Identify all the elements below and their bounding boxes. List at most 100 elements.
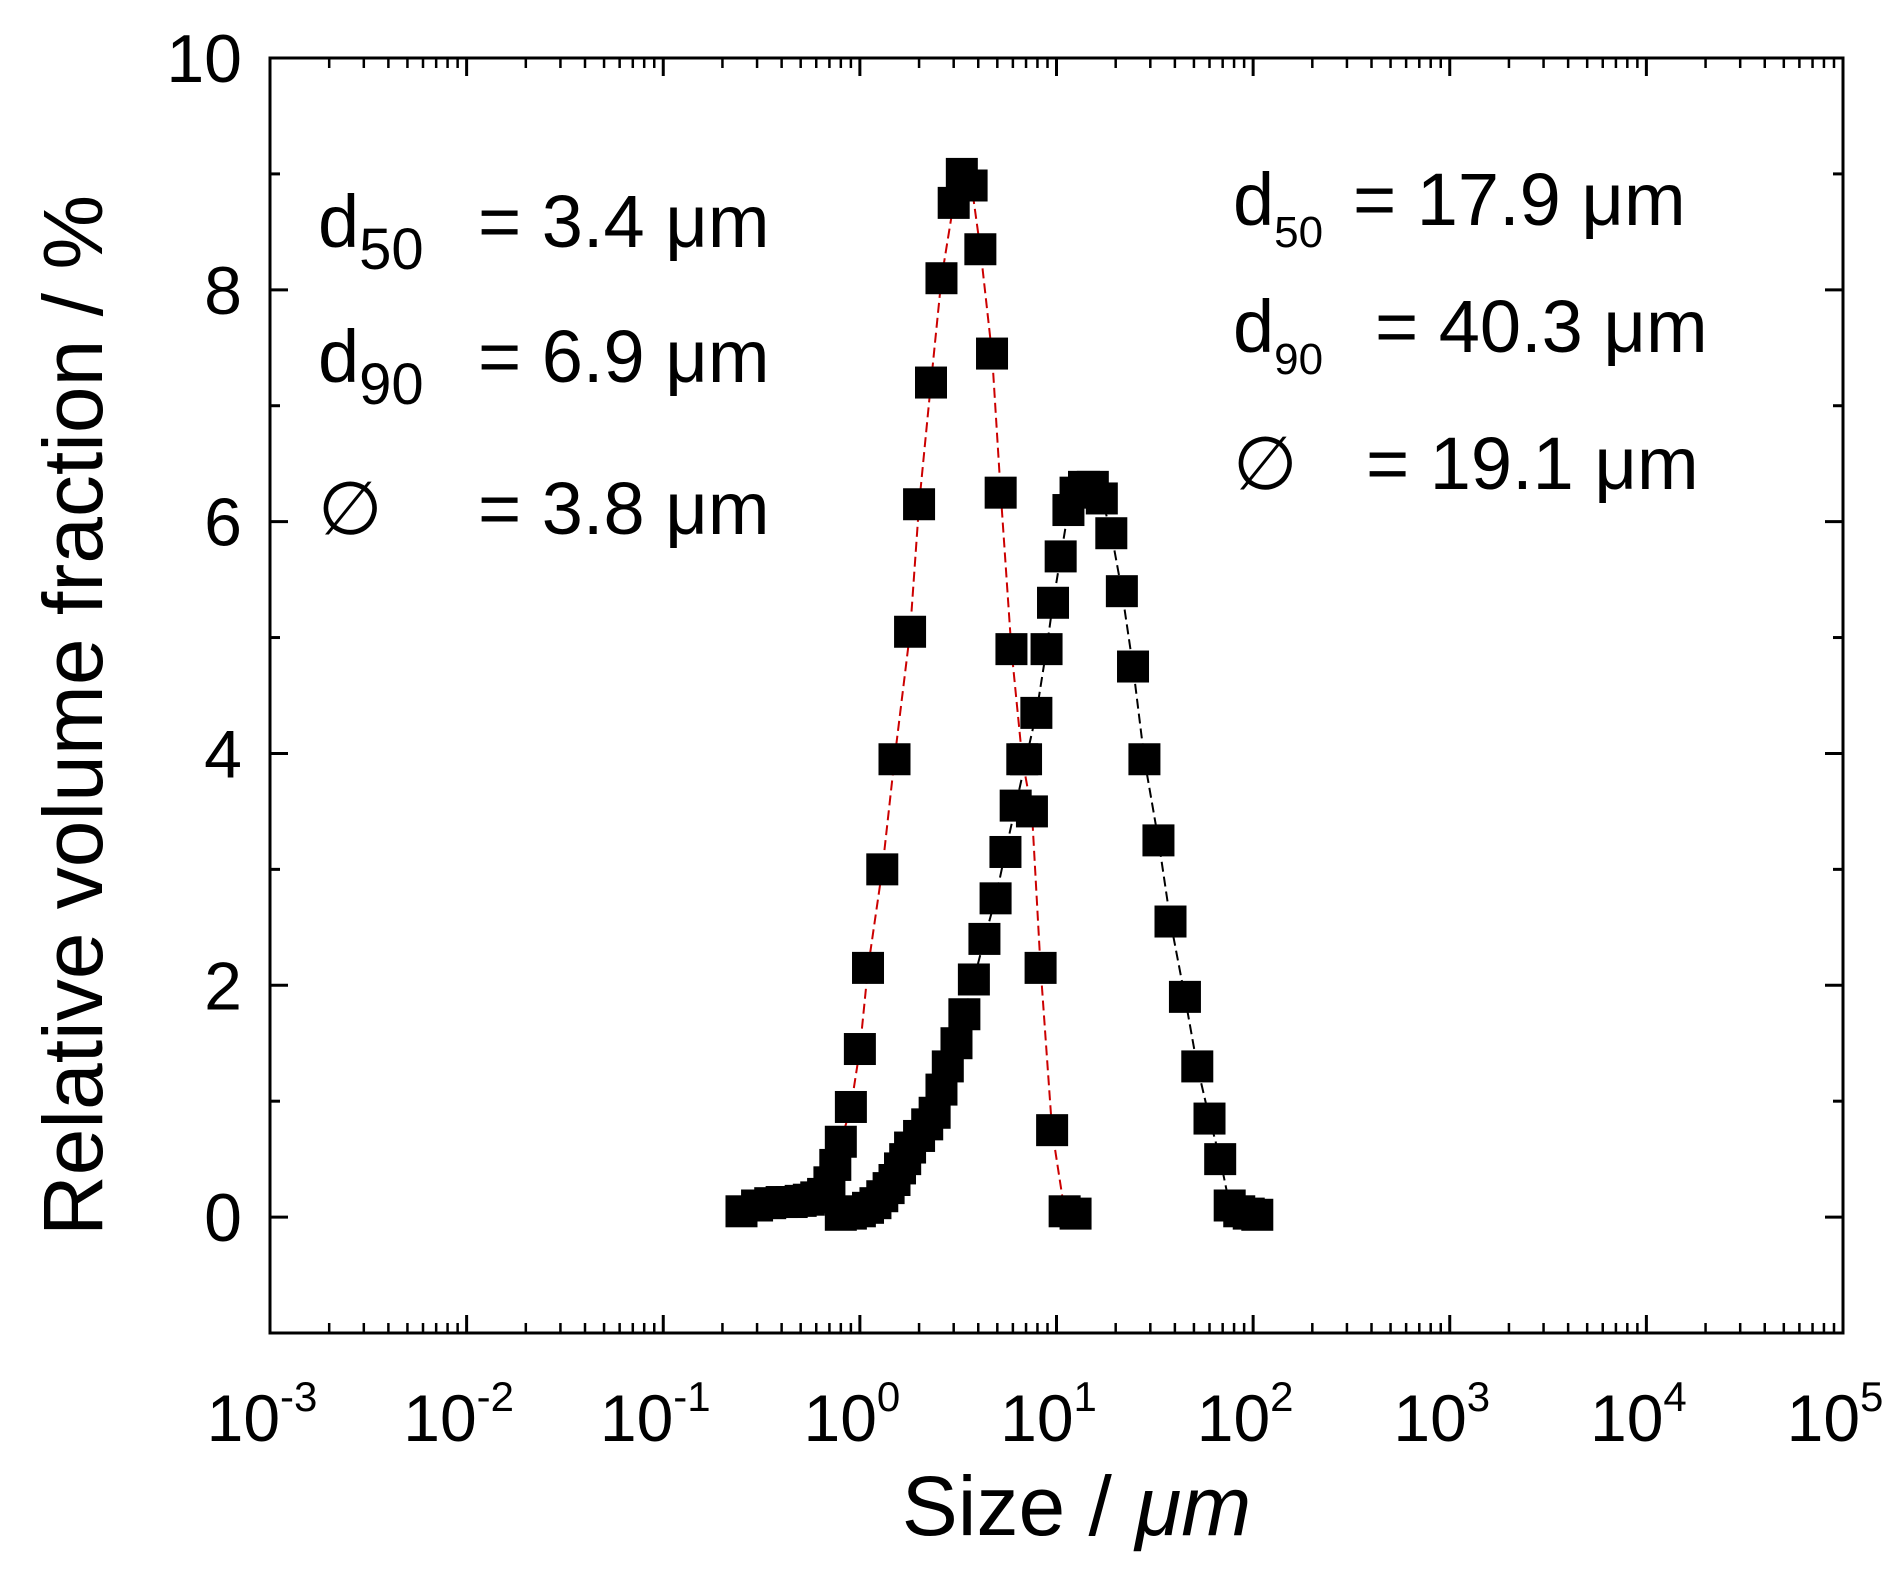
series-2-point — [1020, 696, 1053, 729]
series-1-point — [925, 262, 958, 295]
right-d90-value: = 40.3 μm — [1375, 285, 1708, 368]
series-2-point — [1204, 1143, 1237, 1176]
series-2-point — [989, 835, 1022, 868]
x-tick-label-base: 10 — [803, 1381, 876, 1455]
right-d50-name: d — [1233, 158, 1275, 241]
x-tick-label: 101 — [1000, 1373, 1097, 1455]
y-tick-label: 4 — [204, 716, 242, 792]
series-1-point — [964, 233, 997, 266]
x-tick-label: 10-1 — [600, 1373, 711, 1455]
axes-group — [268, 56, 1845, 1335]
left-d50-name: d — [318, 180, 360, 263]
x-tick-label-base: 10 — [403, 1381, 476, 1455]
series-2-point — [940, 1027, 973, 1060]
x-tick-label-base: 10 — [1000, 1381, 1073, 1455]
x-tick-label-exp: 5 — [1860, 1373, 1883, 1420]
series-1-point — [852, 951, 885, 984]
x-tick-label-exp: -1 — [673, 1373, 710, 1420]
left-d90-value: = 6.9 μm — [478, 315, 770, 398]
x-tick-label: 100 — [803, 1373, 900, 1455]
series-1-point — [1024, 951, 1057, 984]
left-d90-sub: 90 — [359, 352, 424, 417]
x-tick-label-exp: -2 — [477, 1373, 514, 1420]
series-2-point — [948, 998, 981, 1031]
series-2-point — [1142, 824, 1175, 857]
right-diameter-annotation: ∅ = 19.1 μm — [1233, 422, 1699, 505]
right-diameter-value: = 19.1 μm — [1366, 422, 1699, 505]
y-tick-label: 8 — [204, 253, 242, 329]
x-tick-label-exp: 4 — [1663, 1373, 1686, 1420]
x-tick-label-base: 10 — [1590, 1381, 1663, 1455]
x-tick-label: 102 — [1197, 1373, 1294, 1455]
series-1-point — [903, 488, 936, 521]
series-1-point — [955, 169, 988, 202]
y-tick-label: 0 — [204, 1180, 242, 1256]
series-2-point — [1030, 633, 1063, 666]
x-tick-label: 104 — [1590, 1373, 1687, 1455]
series-2-point — [968, 922, 1001, 955]
left-d50-value: = 3.4 μm — [478, 180, 770, 263]
y-tick-label: 10 — [166, 21, 242, 97]
right-d50-sub: 50 — [1274, 208, 1324, 257]
series-2-point — [1241, 1198, 1274, 1231]
x-tick-label-base: 10 — [1197, 1381, 1270, 1455]
series-2-point — [1117, 650, 1150, 683]
x-tick-label-base: 10 — [1787, 1381, 1860, 1455]
x-tick-label-exp: 0 — [877, 1373, 900, 1420]
series-2-point — [1044, 540, 1077, 573]
left-diameter-symbol: ∅ — [318, 467, 383, 550]
left-d50-sub: 50 — [359, 217, 424, 282]
x-tick-label-exp: -3 — [280, 1373, 317, 1420]
x-axis-label-name: Size / — [902, 1459, 1135, 1553]
series-2-point — [1037, 586, 1070, 619]
right-d50-value: = 17.9 μm — [1353, 158, 1686, 241]
left-diameter-value: = 3.8 μm — [478, 467, 770, 550]
series-2-point — [1168, 980, 1201, 1013]
series-1-point — [914, 366, 947, 399]
series-1-point — [984, 476, 1017, 509]
series-1-point — [976, 337, 1009, 370]
series-1-point — [834, 1090, 867, 1123]
x-tick-label: 105 — [1787, 1373, 1884, 1455]
x-axis-label-unit: μm — [1133, 1459, 1251, 1553]
x-tick-label: 10-2 — [403, 1373, 514, 1455]
series-1-point — [894, 615, 927, 648]
series-2-point — [1193, 1102, 1226, 1135]
series-1-point — [1036, 1114, 1069, 1147]
x-tick-label-exp: 2 — [1270, 1373, 1293, 1420]
left-d90-name: d — [318, 315, 360, 398]
right-d50-annotation: d50 = 17.9 μm — [1233, 158, 1686, 255]
y-axis-label: Relative volume fraction / % — [26, 195, 120, 1236]
y-tick-label: 6 — [204, 485, 242, 561]
series-2-point — [1010, 743, 1043, 776]
series-1-point — [1059, 1197, 1092, 1230]
x-tick-label: 10-3 — [207, 1373, 318, 1455]
series-2-point — [1105, 575, 1138, 608]
right-d90-name: d — [1233, 285, 1275, 368]
x-axis-label: Size / μm — [902, 1459, 1251, 1553]
series-2-point — [957, 963, 990, 996]
left-diameter-annotation: ∅ = 3.8 μm — [318, 467, 769, 550]
right-d90-annotation: d90 = 40.3 μm — [1233, 285, 1708, 382]
series-2-point — [999, 789, 1032, 822]
series-2-point — [1154, 905, 1187, 938]
x-tick-label-base: 10 — [600, 1381, 673, 1455]
series-1-point — [843, 1033, 876, 1066]
series-group — [725, 157, 1274, 1231]
x-tick-label-exp: 3 — [1467, 1373, 1490, 1420]
series-2-point — [1181, 1050, 1214, 1083]
series-1-line — [741, 171, 1076, 1215]
x-tick-label-exp: 1 — [1074, 1373, 1097, 1420]
left-d90-annotation: d90 = 6.9 μm — [318, 315, 769, 414]
series-2-point — [1085, 482, 1118, 515]
y-tick-label: 2 — [204, 948, 242, 1024]
series-1-point — [866, 853, 899, 886]
right-diameter-symbol: ∅ — [1233, 422, 1298, 505]
series-2-point — [979, 882, 1012, 915]
series-2-point — [1095, 517, 1128, 550]
x-tick-label: 103 — [1393, 1373, 1490, 1455]
right-d90-sub: 90 — [1274, 335, 1324, 384]
